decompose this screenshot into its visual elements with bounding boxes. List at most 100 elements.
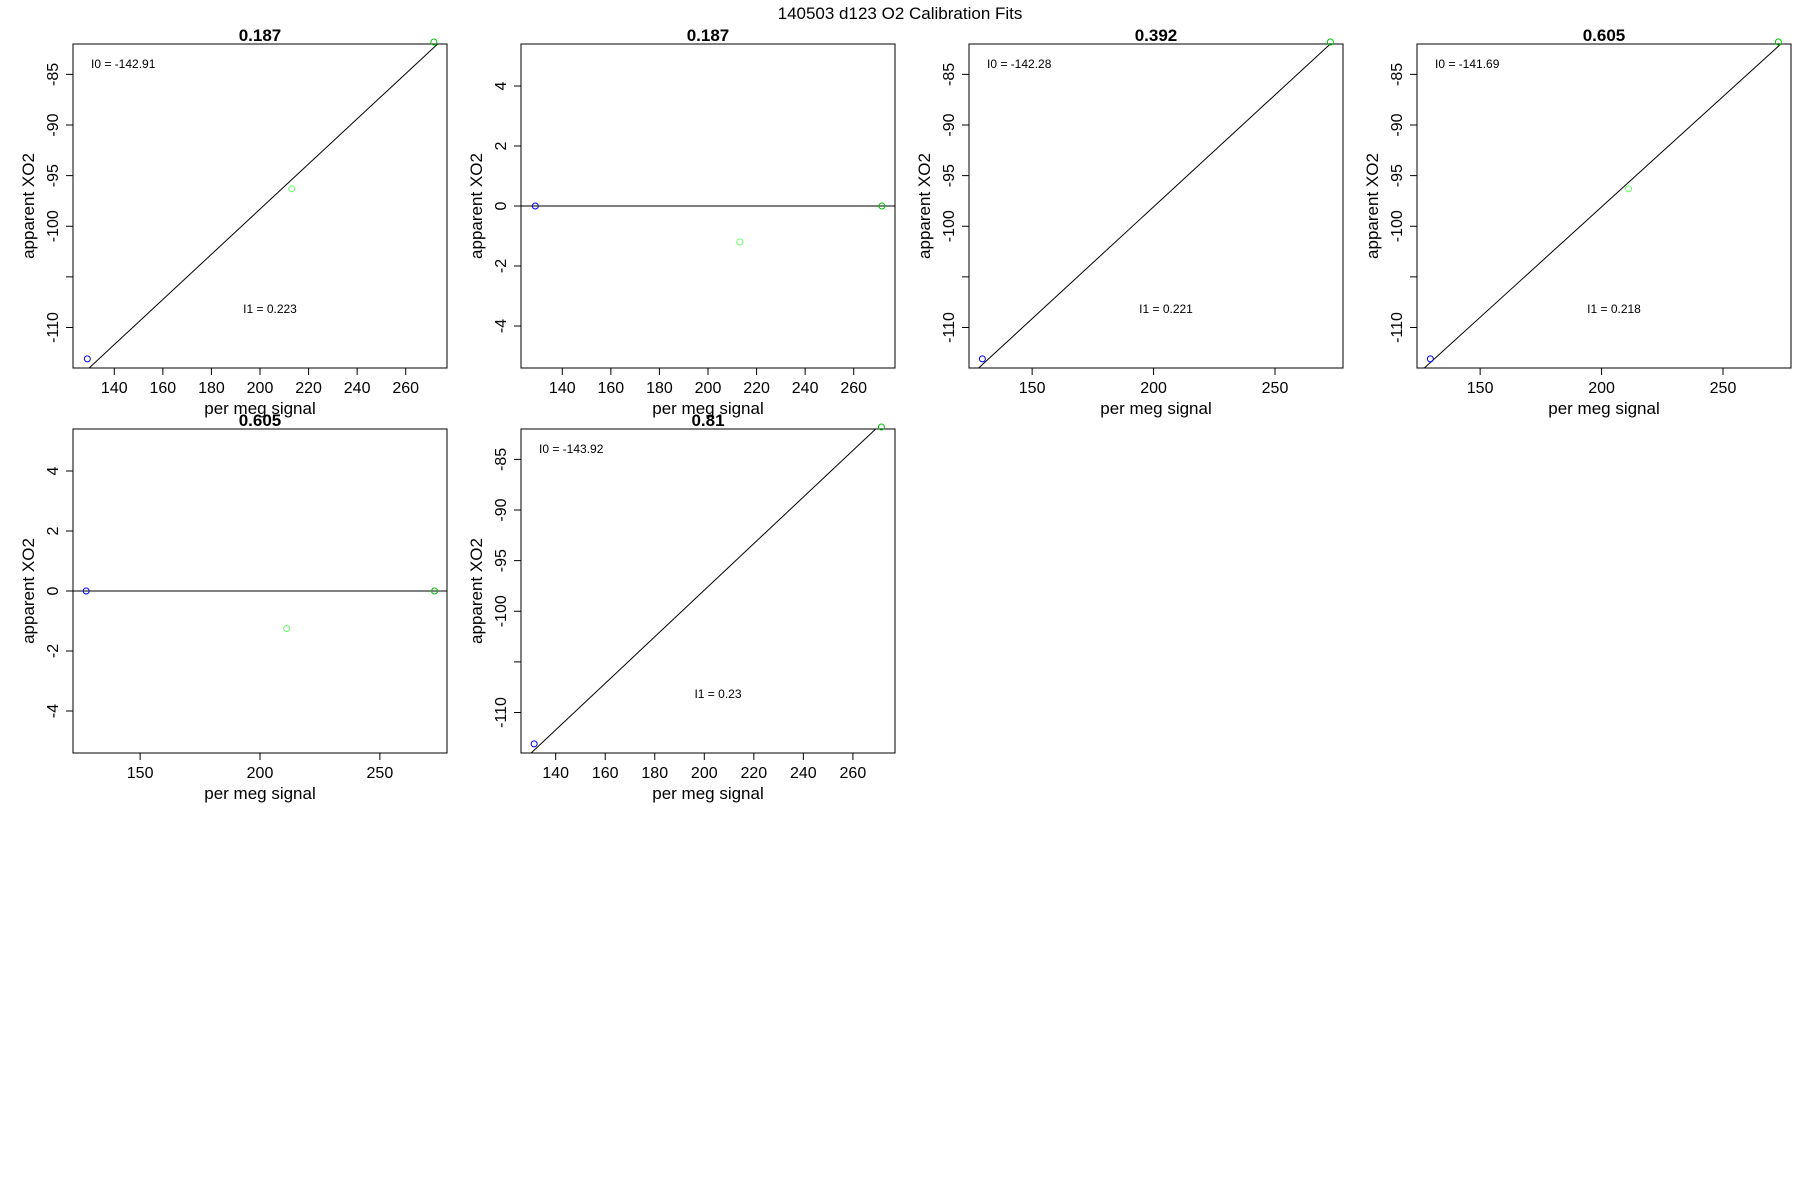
panel-title: 0.187 — [687, 26, 730, 45]
intercept-annotation: I0 = -142.28 — [987, 57, 1052, 71]
x-axis-label: per meg signal — [652, 784, 764, 803]
x-tick-label: 240 — [790, 765, 817, 782]
y-tick-label: -4 — [493, 319, 510, 333]
y-tick-label: -90 — [941, 113, 958, 136]
chart-panel-1: 0.187 140 160 180 200 220 240 260 per meg signal… — [19, 26, 448, 418]
y-tick-label: -85 — [45, 63, 62, 86]
chart-panel-5: 0.605 150 200 250 per meg signal -4 -2 0 2 4 appar… — [19, 411, 448, 803]
y-tick-label: -100 — [45, 210, 62, 242]
x-tick-label: 240 — [344, 380, 371, 397]
chart-panel-4: 0.605 150 200 250 per meg signal -110 -100 -95 -… — [1363, 26, 1792, 418]
data-point-lightgreen — [1625, 185, 1633, 193]
y-tick-label: 0 — [45, 586, 62, 595]
x-tick-label: 180 — [641, 765, 668, 782]
y-tick-label: 2 — [45, 526, 62, 535]
y-tick-label: 4 — [45, 466, 62, 475]
panel-title: 0.605 — [239, 411, 282, 430]
chart-panel-3: 0.392 150 200 250 per meg signal -110 -100 -95 -… — [915, 26, 1344, 418]
y-tick-label: 2 — [493, 141, 510, 150]
y-axis-label: apparent XO2 — [467, 538, 486, 644]
x-tick-label: 200 — [695, 380, 722, 397]
y-tick-label: -2 — [45, 644, 62, 658]
x-tick-label: 160 — [150, 380, 177, 397]
x-tick-label: 200 — [1140, 380, 1167, 397]
x-tick-label: 140 — [542, 765, 569, 782]
y-tick-label: -100 — [941, 210, 958, 242]
data-point-green — [1326, 38, 1334, 46]
y-axis-label: apparent XO2 — [19, 538, 38, 644]
plot-frame — [1416, 43, 1792, 369]
figure-title: 140503 d123 O2 Calibration Fits — [778, 4, 1023, 23]
data-point-green — [1774, 38, 1782, 46]
y-tick-label: 4 — [493, 81, 510, 90]
data-point-lightgreen — [288, 185, 296, 193]
data-point-blue — [82, 587, 90, 595]
data-point-lightgreen — [283, 625, 291, 632]
y-tick-label: -110 — [941, 312, 958, 343]
y-axis-label: apparent XO2 — [1363, 153, 1382, 259]
y-axis-label: apparent XO2 — [19, 153, 38, 259]
x-tick-label: 160 — [598, 380, 625, 397]
data-point-blue — [531, 202, 539, 210]
intercept-annotation: I0 = -142.91 — [91, 57, 156, 71]
y-tick-label: -95 — [45, 164, 62, 187]
x-tick-label: 240 — [792, 380, 819, 397]
slope-annotation: I1 = 0.221 — [1139, 302, 1193, 316]
y-tick-label: -90 — [493, 498, 510, 521]
y-tick-label: -85 — [493, 448, 510, 471]
y-tick-label: -100 — [493, 595, 510, 627]
x-axis-label: per meg signal — [1548, 399, 1660, 418]
x-tick-label: 250 — [367, 765, 394, 782]
data-point-blue — [83, 355, 91, 363]
x-tick-label: 180 — [198, 380, 225, 397]
x-axis-label: per meg signal — [652, 399, 764, 418]
y-tick-label: -110 — [493, 697, 510, 728]
data-point-blue — [978, 355, 986, 363]
y-tick-label: -110 — [1389, 312, 1406, 343]
data-point-green — [878, 202, 886, 210]
x-tick-label: 200 — [1588, 380, 1615, 397]
x-axis-label: per meg signal — [204, 784, 316, 803]
y-tick-label: -95 — [493, 549, 510, 572]
fit-line — [977, 44, 1332, 368]
x-axis-label: per meg signal — [1100, 399, 1212, 418]
fit-line — [88, 44, 439, 368]
y-tick-label: -100 — [1389, 210, 1406, 242]
y-tick-label: -85 — [941, 63, 958, 86]
y-tick-label: -95 — [1389, 164, 1406, 187]
panel-title: 0.605 — [1583, 26, 1626, 45]
slope-annotation: I1 = 0.218 — [1587, 302, 1641, 316]
y-tick-label: -110 — [45, 312, 62, 343]
data-point-green — [430, 38, 438, 46]
x-tick-label: 220 — [740, 765, 767, 782]
x-tick-label: 250 — [1262, 380, 1289, 397]
y-axis-label: apparent XO2 — [467, 153, 486, 259]
y-tick-label: -2 — [493, 259, 510, 273]
y-tick-label: 0 — [493, 201, 510, 210]
x-tick-label: 150 — [1467, 380, 1494, 397]
x-axis-label: per meg signal — [204, 399, 316, 418]
x-tick-label: 180 — [646, 380, 673, 397]
y-tick-label: -4 — [45, 704, 62, 718]
panel-title: 0.81 — [691, 411, 724, 430]
panel-title: 0.187 — [239, 26, 282, 45]
x-tick-label: 220 — [295, 380, 322, 397]
x-tick-label: 140 — [549, 380, 576, 397]
data-point-green — [877, 423, 885, 431]
plot-frame — [968, 43, 1344, 369]
y-axis-label: apparent XO2 — [915, 153, 934, 259]
slope-annotation: I1 = 0.223 — [243, 302, 297, 316]
slope-annotation: I1 = 0.23 — [694, 687, 741, 701]
intercept-annotation: I0 = -141.69 — [1435, 57, 1500, 71]
x-tick-label: 260 — [840, 765, 867, 782]
y-tick-label: -90 — [1389, 113, 1406, 136]
chart-panel-6: 0.81 140 160 180 200 220 240 260 per meg signal -… — [467, 411, 896, 803]
x-tick-label: 250 — [1710, 380, 1737, 397]
x-tick-label: 200 — [691, 765, 718, 782]
x-tick-label: 200 — [247, 765, 274, 782]
x-tick-label: 200 — [247, 380, 274, 397]
x-tick-label: 150 — [1019, 380, 1046, 397]
y-tick-label: -85 — [1389, 63, 1406, 86]
